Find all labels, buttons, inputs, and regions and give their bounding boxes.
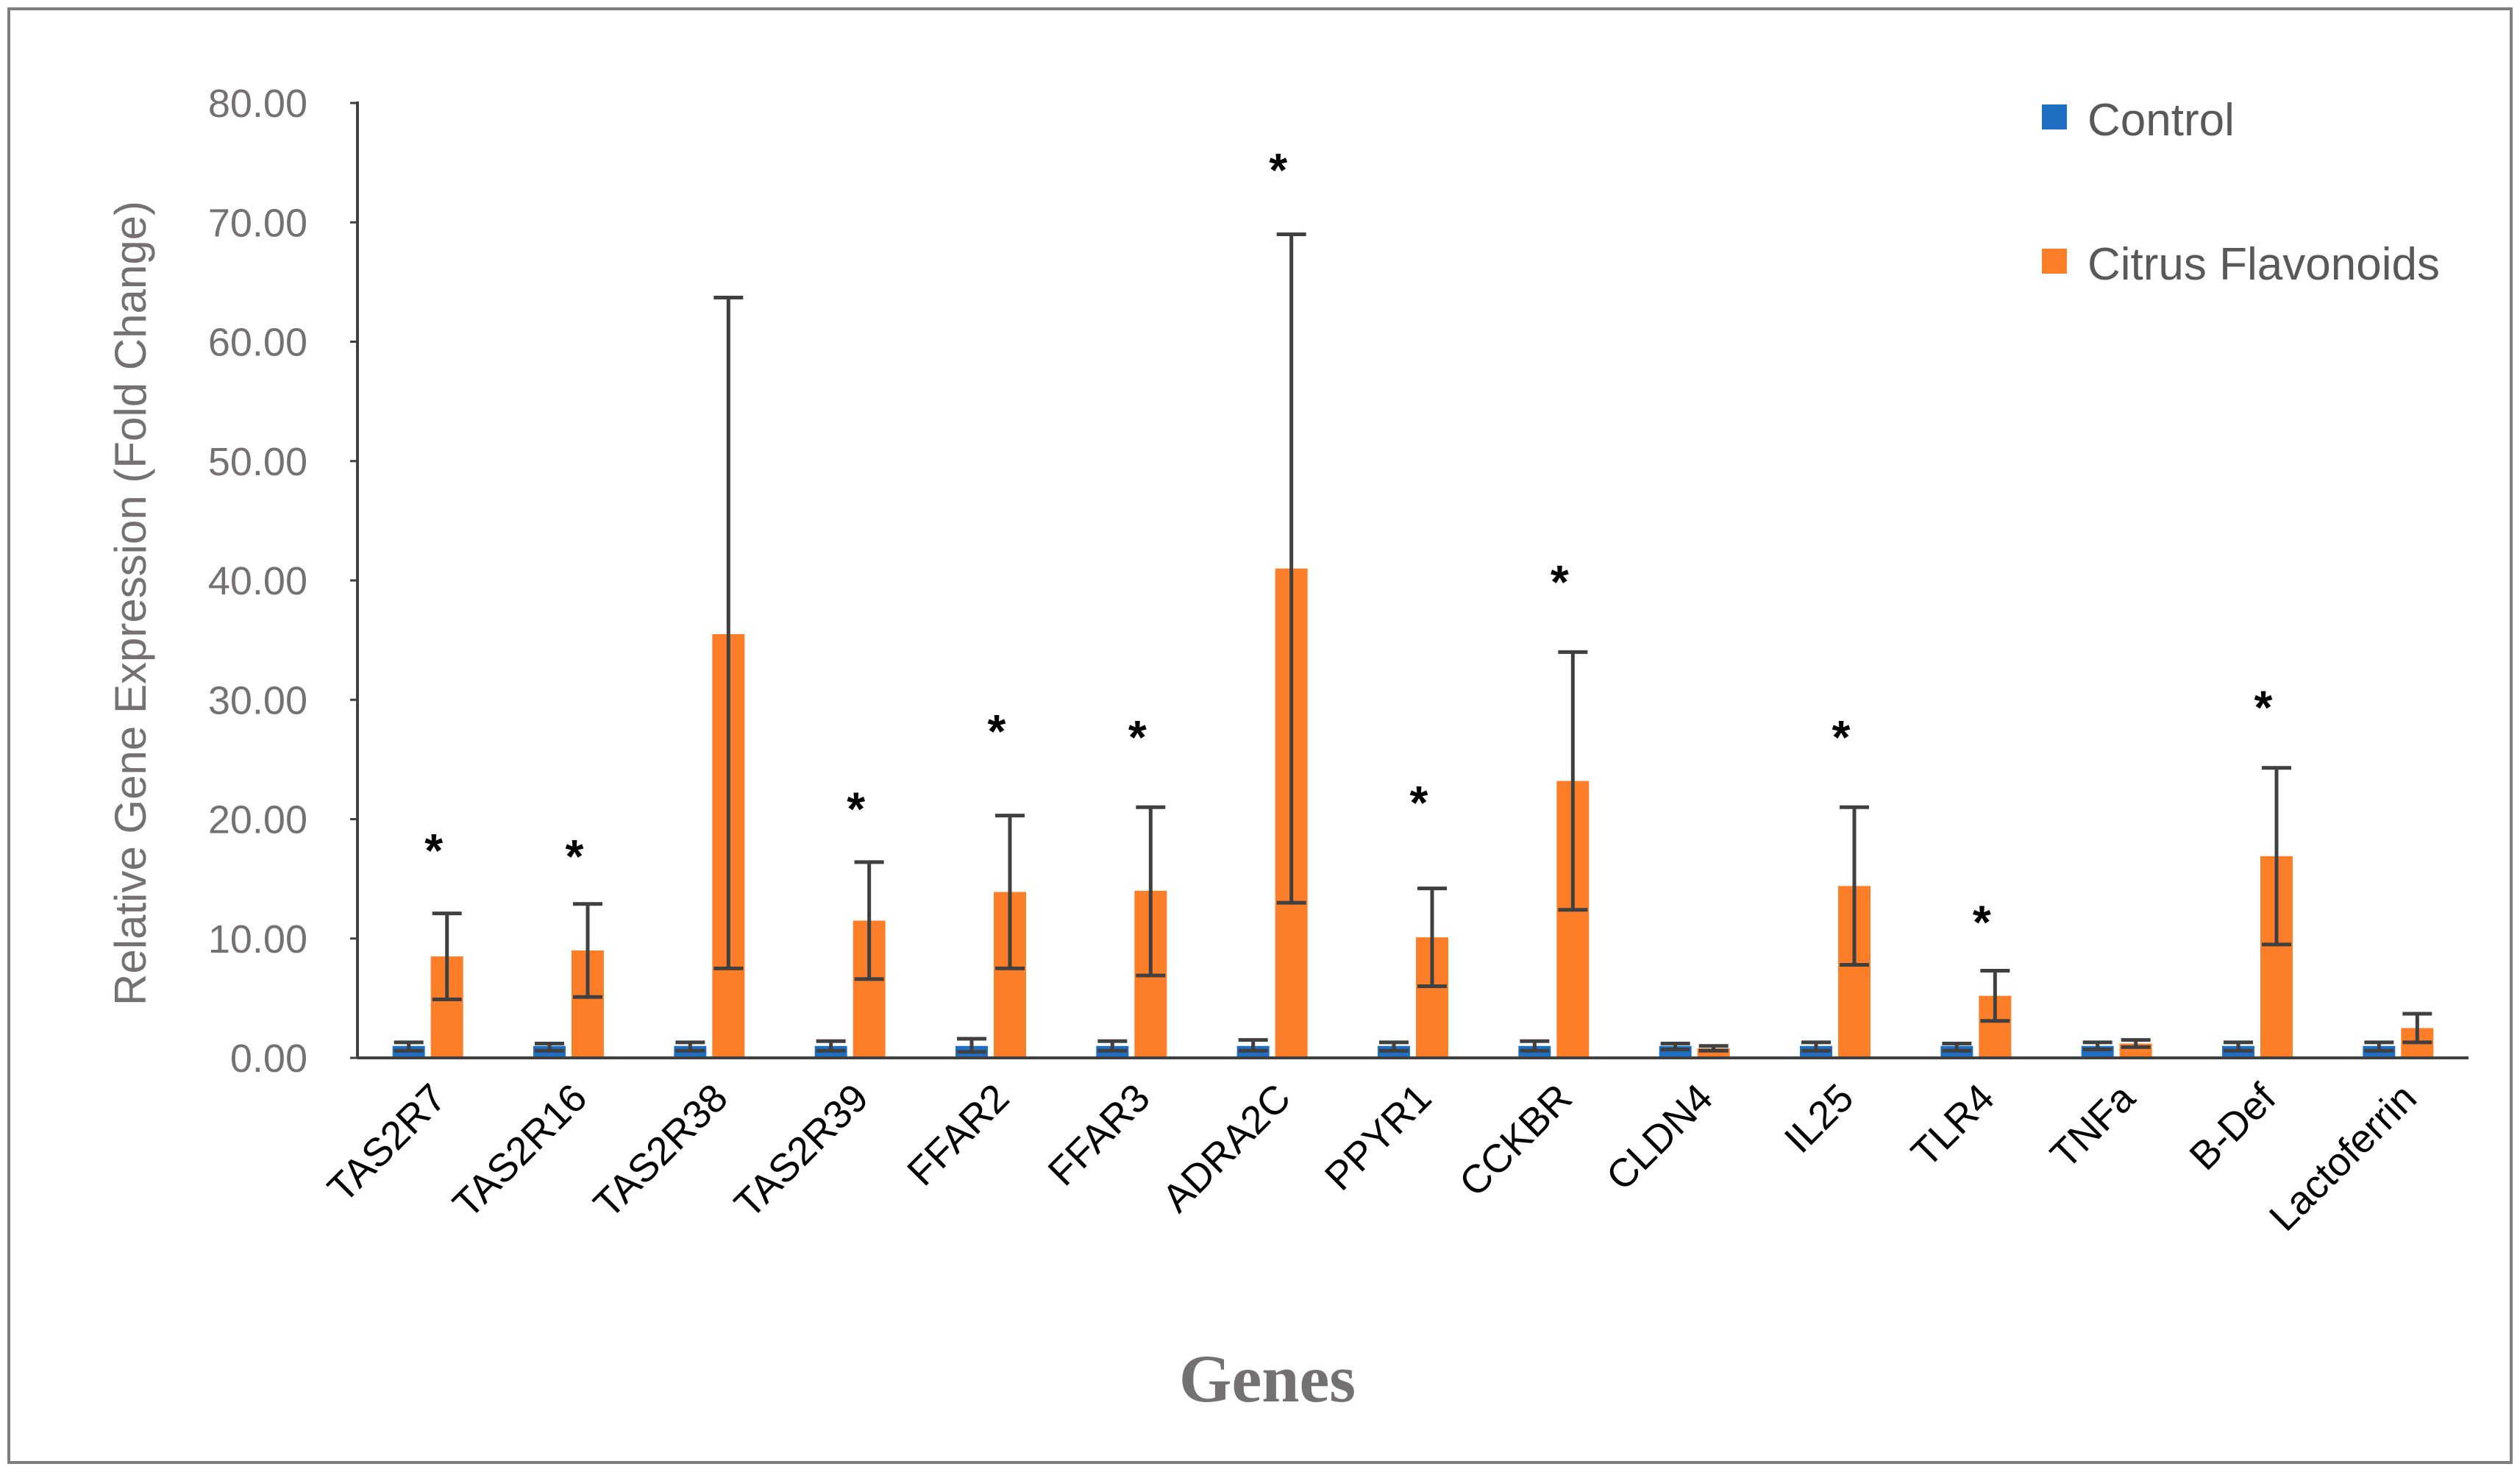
y-tick-label: 70.00: [208, 201, 307, 245]
significance-star: *: [847, 782, 865, 835]
legend-label-control: Control: [2087, 95, 2235, 146]
y-tick-label: 0.00: [230, 1037, 307, 1081]
significance-star: *: [1973, 895, 1991, 948]
significance-star: *: [1269, 143, 1287, 196]
y-tick-label: 30.00: [208, 678, 307, 722]
legend-swatch-control: [2042, 104, 2067, 129]
legend: Control Citrus Flavonoids: [2042, 95, 2440, 290]
significance-star: *: [424, 824, 443, 877]
significance-star: *: [1128, 711, 1147, 764]
x-axis-title: Genes: [1179, 1341, 1356, 1416]
y-tick-label: 20.00: [208, 798, 307, 842]
significance-star: *: [1832, 711, 1851, 764]
y-tick-label: 50.00: [208, 440, 307, 484]
y-tick-label: 10.00: [208, 917, 307, 962]
significance-star: *: [1410, 776, 1428, 829]
significance-star: *: [988, 705, 1006, 758]
y-tick-label: 60.00: [208, 321, 307, 365]
significance-star: *: [566, 830, 584, 883]
y-tick-label: 80.00: [208, 82, 307, 126]
legend-label-citrus-flavonoids: Citrus Flavonoids: [2087, 239, 2440, 290]
significance-star: *: [2254, 680, 2273, 733]
y-tick-label: 40.00: [208, 559, 307, 603]
legend-swatch-citrus-flavonoids: [2042, 249, 2067, 274]
chart-border: [7, 7, 2513, 1464]
y-axis-title: Relative Gene Expression (Fold Change): [106, 201, 155, 1006]
significance-star: *: [1551, 555, 1569, 608]
